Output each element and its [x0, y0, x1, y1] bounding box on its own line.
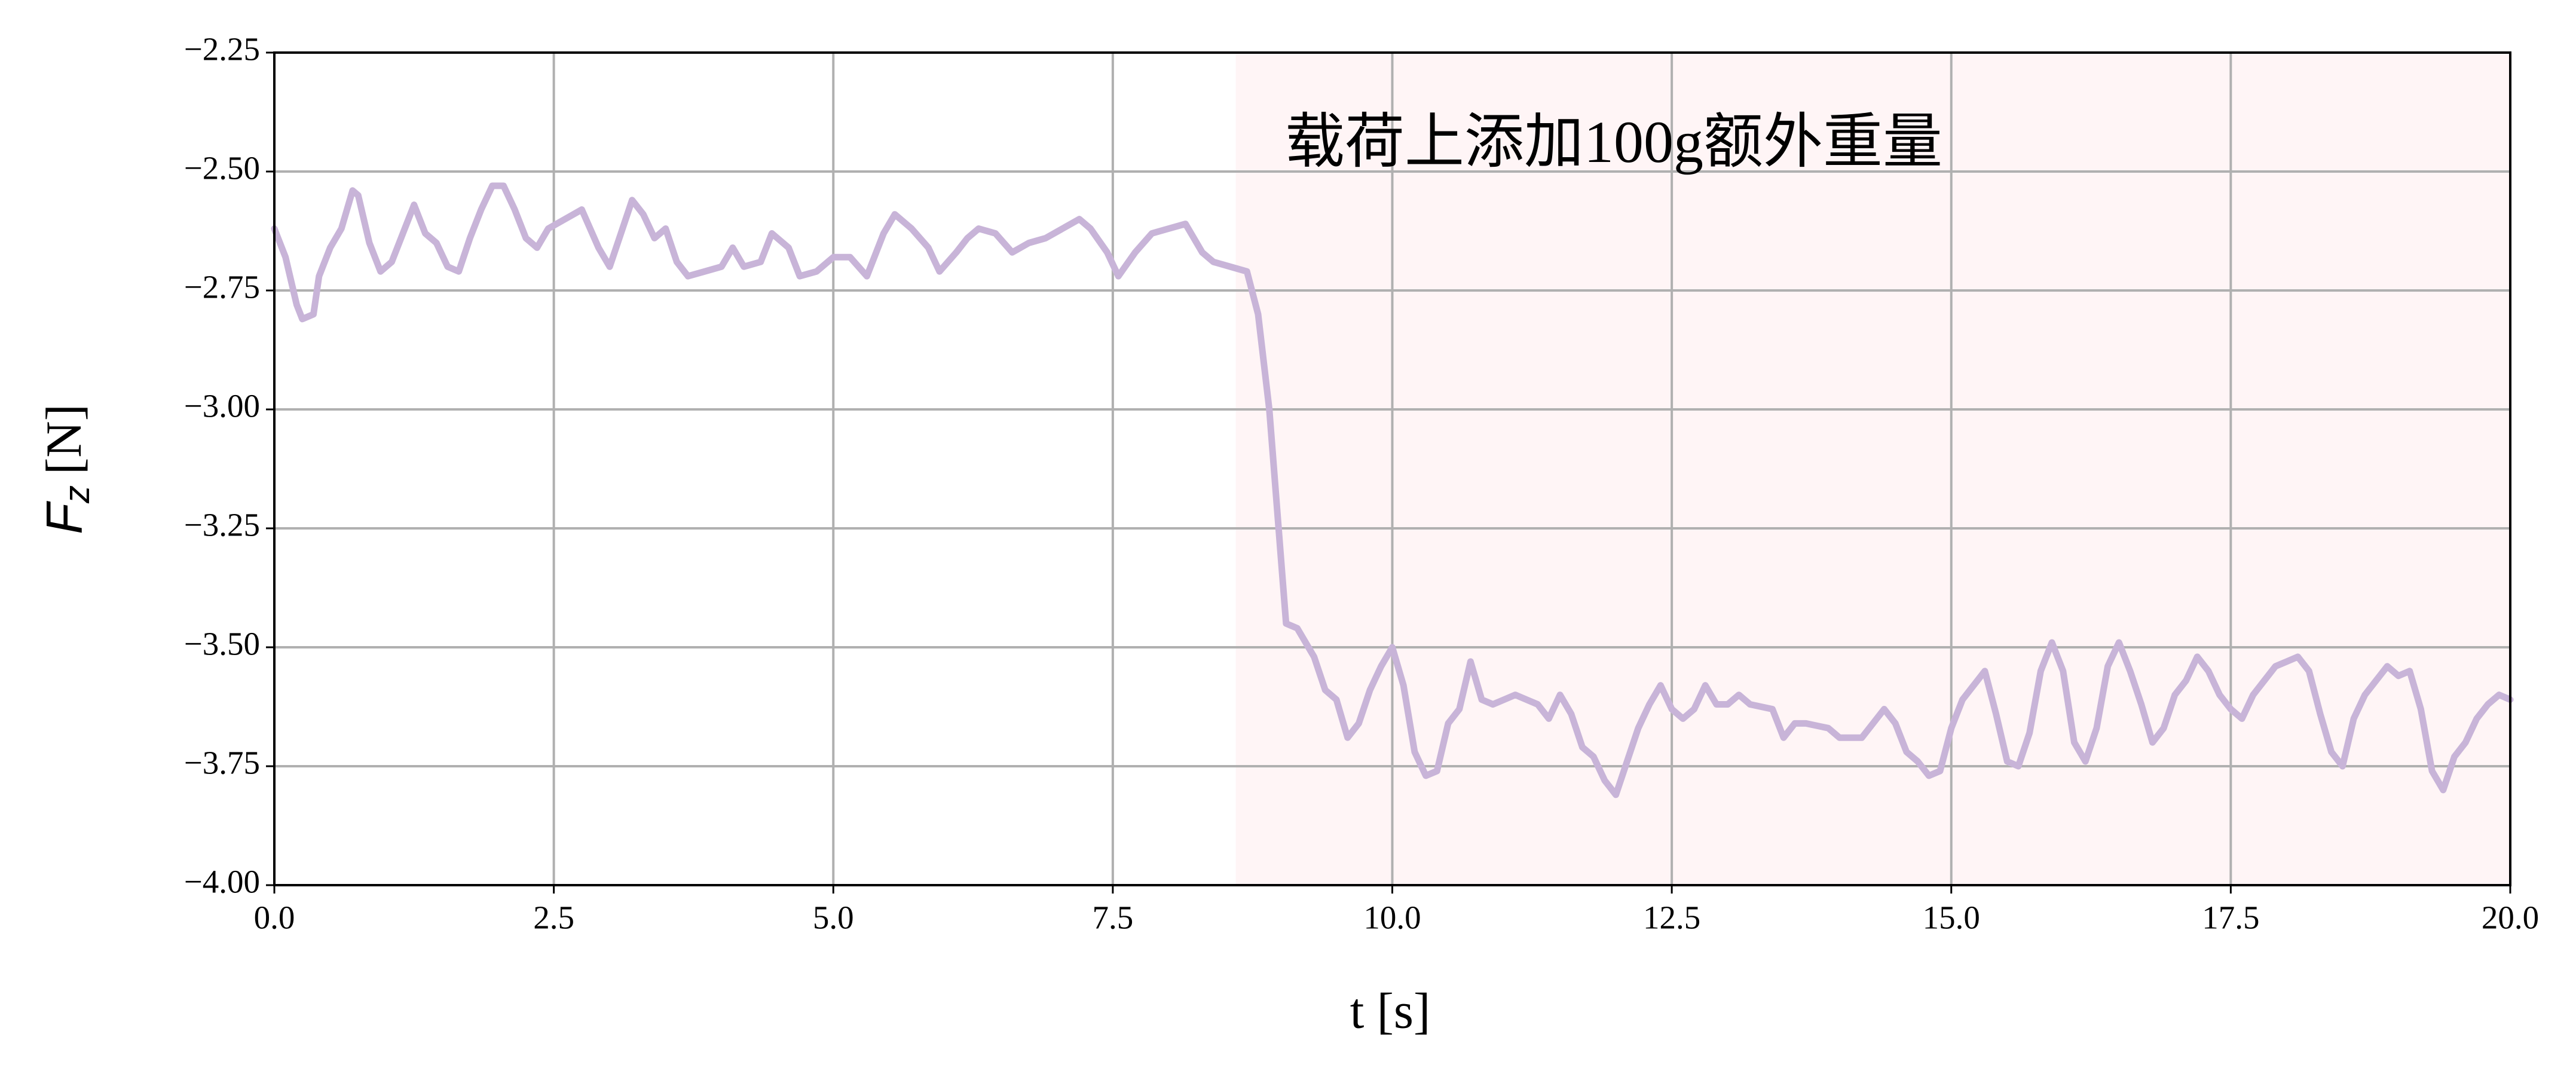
x-tick-label: 7.5 — [1093, 900, 1134, 936]
data-line — [271, 182, 2514, 798]
y-tick-label: −2.75 — [184, 269, 260, 305]
x-tick-label: 2.5 — [533, 900, 574, 936]
y-label-unit: [N] — [36, 404, 92, 475]
highlight-span — [1235, 53, 2510, 885]
y-tick-label: −3.25 — [184, 507, 260, 543]
x-tick-label: 10.0 — [1363, 900, 1421, 936]
y-tick-label: −3.50 — [184, 626, 260, 662]
x-tick-label: 0.0 — [254, 900, 295, 936]
y-tick-label: −3.00 — [184, 388, 260, 424]
y-tick-label: −4.00 — [184, 864, 260, 900]
x-tick-label: 5.0 — [813, 900, 854, 936]
x-tick-label: 12.5 — [1643, 900, 1700, 936]
y-tick-label: −2.25 — [184, 31, 260, 68]
x-tick-label: 17.5 — [2202, 900, 2259, 936]
y-tick-label: −3.75 — [184, 745, 260, 781]
x-tick-label: 20.0 — [2482, 900, 2539, 936]
annotation: 载荷上添加100g额外重量 — [1285, 109, 1942, 175]
y-tick-label: −2.50 — [184, 150, 260, 186]
plot-frame — [273, 51, 2511, 886]
x-axis-label: t [s] — [1350, 983, 1431, 1039]
y-label-subscript: z — [57, 485, 97, 504]
y-label-symbol: F — [36, 501, 93, 534]
x-tick-label: 15.0 — [1923, 900, 1980, 936]
y-axis-label: Fz [N] — [36, 404, 97, 534]
